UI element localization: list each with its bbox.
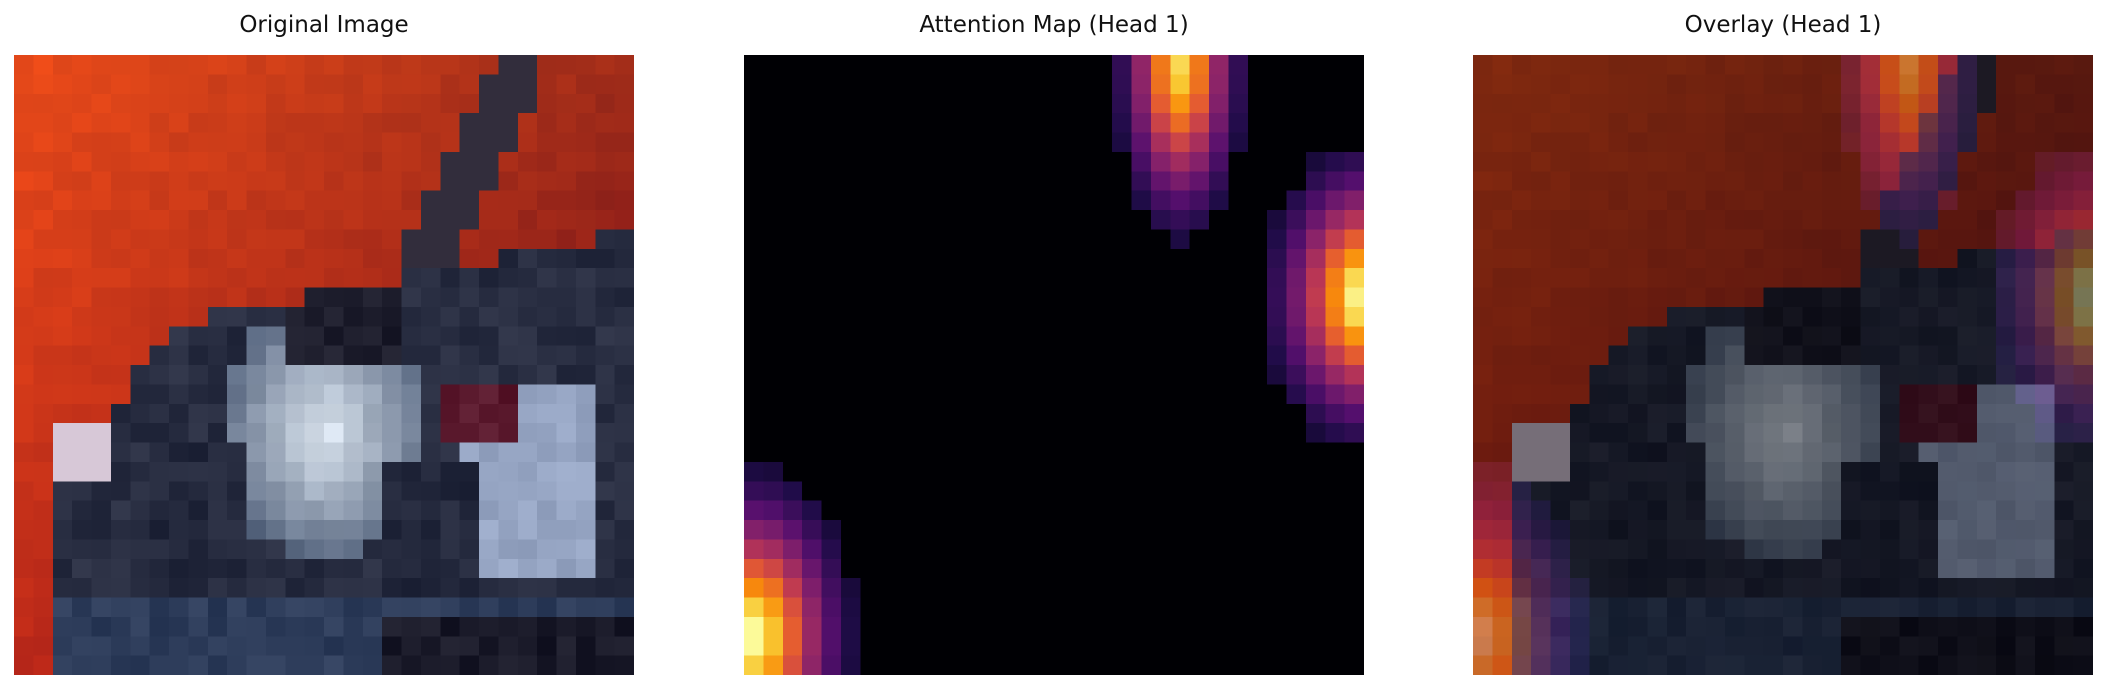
overlay-image — [1473, 55, 2093, 675]
overlay-title: Overlay (Head 1) — [1684, 12, 1882, 38]
original-image — [14, 55, 634, 675]
attention-heatmap — [744, 55, 1364, 675]
original-image-title: Original Image — [239, 12, 409, 38]
original-image-panel: Original Image — [14, 0, 634, 688]
overlay-panel: Overlay (Head 1) — [1473, 0, 2093, 688]
attention-map-panel: Attention Map (Head 1) — [744, 0, 1364, 688]
attention-map-title: Attention Map (Head 1) — [919, 12, 1189, 38]
